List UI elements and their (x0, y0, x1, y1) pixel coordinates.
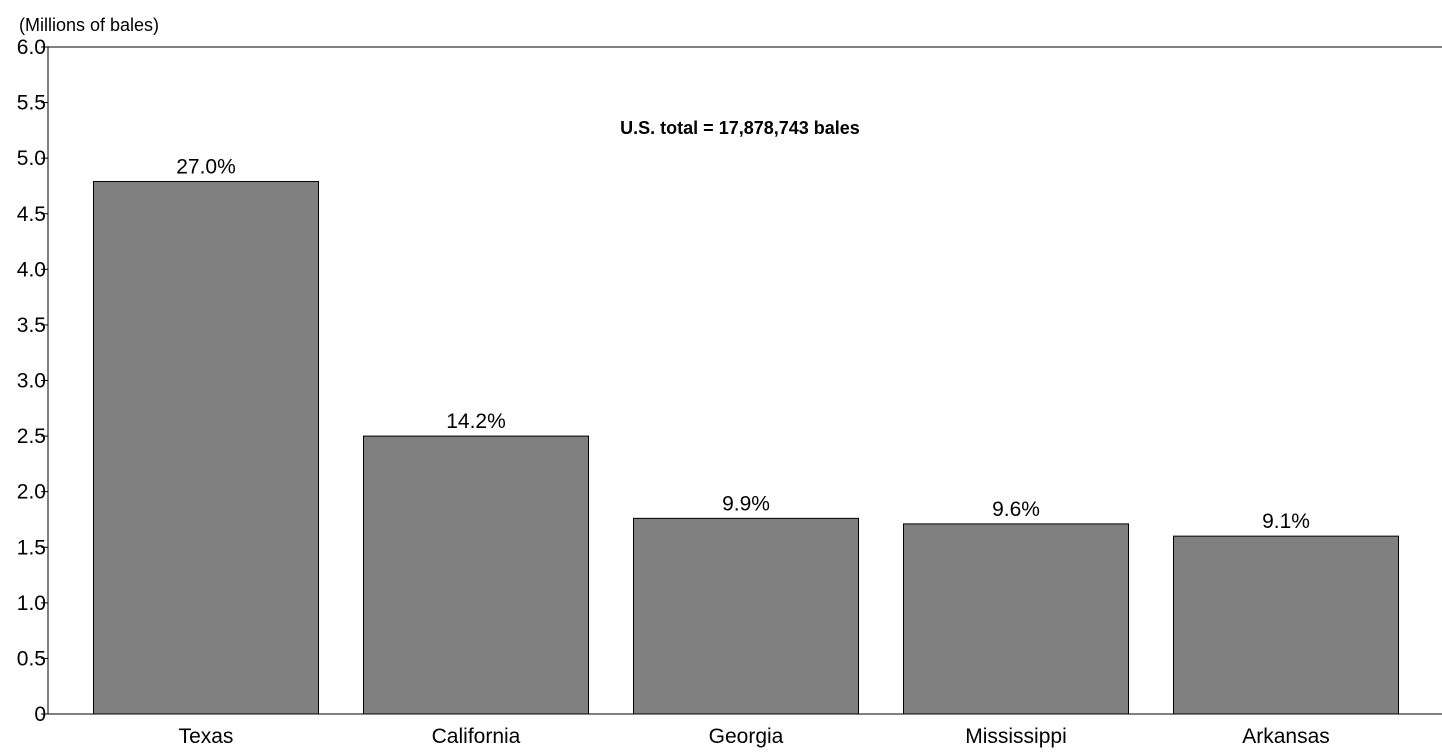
bar-mississippi (903, 523, 1129, 715)
bars (93, 181, 1399, 715)
y-tick-label: 5.5 (17, 92, 46, 115)
us-total-annotation: U.S. total = 17,878,743 bales (620, 118, 860, 138)
y-tick-label: 1.5 (17, 536, 46, 559)
y-tick-label: 4.0 (17, 258, 46, 281)
y-tick-label: 1.0 (17, 592, 46, 615)
y-tick-label: 4.5 (17, 203, 46, 226)
x-tick-label-arkansas: Arkansas (1242, 725, 1330, 748)
data-label-mississippi: 9.6% (992, 498, 1040, 521)
bar-california (363, 435, 589, 715)
bar-georgia (633, 517, 859, 715)
x-tick-label-california: California (432, 725, 521, 748)
data-labels: 27.0% 14.2% 9.9% 9.6% 9.1% (176, 156, 1310, 534)
bar-arkansas (1173, 535, 1399, 715)
x-tick-label-mississippi: Mississippi (965, 725, 1067, 748)
y-tick-label: 0 (34, 703, 46, 726)
data-label-georgia: 9.9% (722, 492, 770, 515)
y-tick-label: 3.5 (17, 314, 46, 337)
data-label-arkansas: 9.1% (1262, 510, 1310, 533)
y-tick-label: 2.0 (17, 481, 46, 504)
data-label-california: 14.2% (446, 410, 506, 433)
y-tick-label: 2.5 (17, 425, 46, 448)
y-tick-label: 6.0 (17, 36, 46, 59)
bar-texas (93, 181, 319, 715)
y-tick-label: 3.0 (17, 370, 46, 393)
y-tick-label: 0.5 (17, 647, 46, 670)
x-tick-label-texas: Texas (179, 725, 234, 748)
y-axis-label: (Millions of bales) (19, 15, 159, 35)
y-axis: 0 0.5 1.0 1.5 2.0 2.5 3.0 3.5 4.0 4.5 5.0 5.5 6.0 (17, 36, 48, 726)
x-axis: Texas California Georgia Mississippi Arkansa… (179, 725, 1330, 748)
x-tick-label-georgia: Georgia (709, 725, 784, 748)
data-label-texas: 27.0% (176, 156, 236, 179)
y-tick-label: 5.0 (17, 147, 46, 170)
